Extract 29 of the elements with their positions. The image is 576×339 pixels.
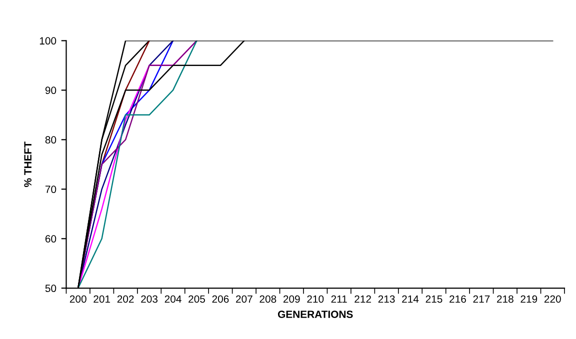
x-axis-title: GENERATIONS	[278, 310, 353, 318]
x-tick-label: 211	[331, 295, 347, 303]
x-tick-label: 201	[94, 295, 110, 303]
y-tick-label: 100	[40, 37, 56, 45]
x-tick-label: 205	[188, 295, 205, 303]
x-tick-label: 202	[117, 295, 134, 303]
y-axis-title: % THEFT	[24, 142, 32, 188]
x-tick-label: 208	[260, 295, 276, 303]
x-tick-label: 218	[497, 295, 514, 303]
x-tick-label: 212	[354, 295, 371, 303]
x-tick-label: 209	[283, 295, 300, 303]
x-tick-label: 204	[164, 295, 182, 303]
x-tick-label: 220	[544, 295, 561, 303]
y-tick-label: 90	[45, 86, 56, 94]
x-tick-label: 214	[402, 295, 419, 303]
x-tick-label: 219	[520, 295, 538, 303]
x-tick-label: 207	[236, 295, 252, 303]
x-tick-label: 213	[378, 295, 395, 303]
x-tick-label: 200	[70, 295, 86, 303]
x-tick-label: 203	[141, 295, 158, 303]
y-tick-label: 70	[45, 186, 56, 194]
y-tick-label: 80	[45, 136, 56, 144]
x-tick-label: 216	[450, 295, 466, 303]
x-tick-label: 210	[307, 295, 324, 303]
x-tick-label: 217	[473, 295, 490, 303]
x-tick-label: 215	[426, 295, 442, 303]
x-tick-label: 206	[212, 295, 229, 303]
y-tick-label: 50	[45, 284, 56, 292]
y-tick-label: 60	[45, 235, 56, 243]
